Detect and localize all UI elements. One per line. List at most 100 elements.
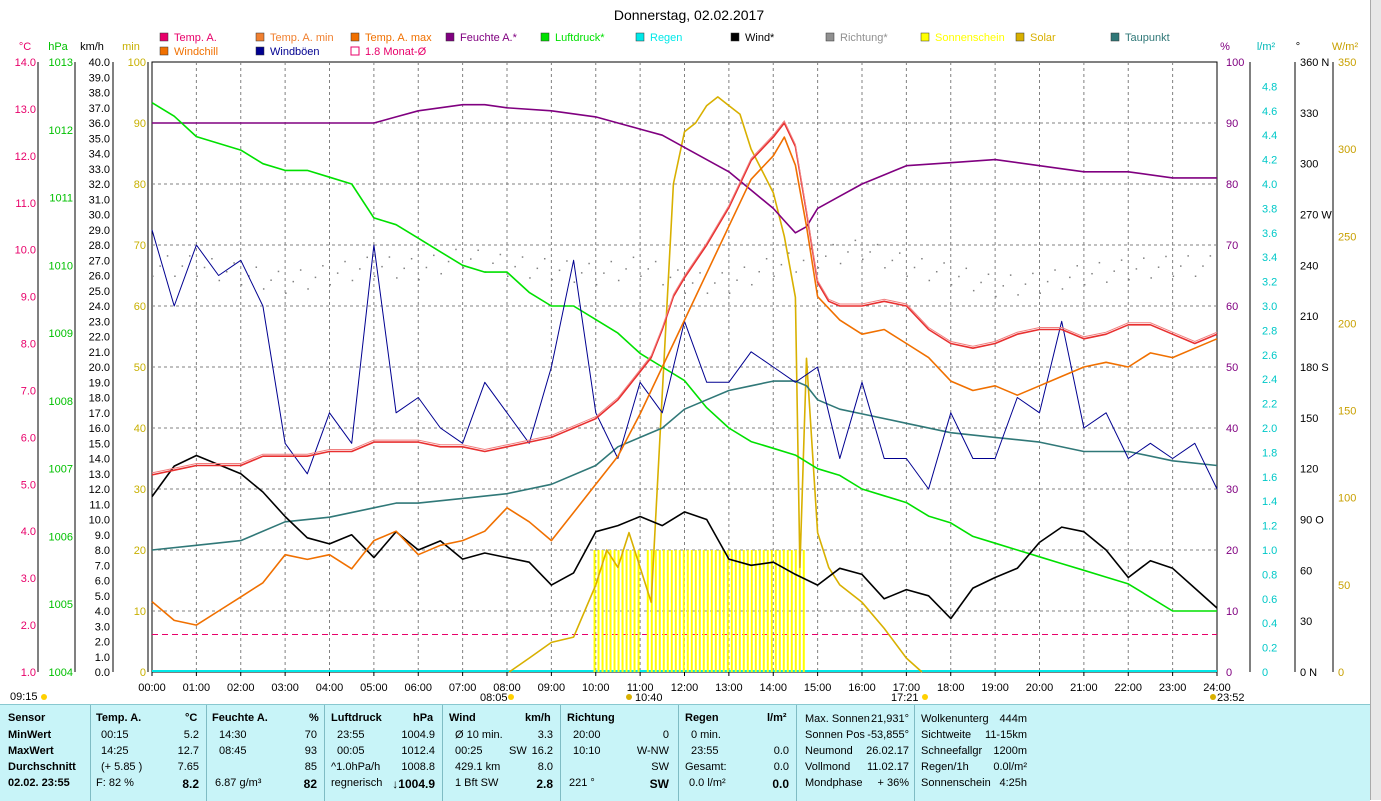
direction-point [795, 271, 797, 273]
direction-point [728, 292, 731, 294]
direction-point [669, 276, 672, 279]
direction-point [765, 257, 768, 260]
legend-label: Regen [650, 32, 682, 44]
direction-point [677, 269, 679, 271]
legend-label: Solar [1030, 32, 1056, 44]
sunshine-bar [734, 550, 737, 672]
direction-point [1009, 274, 1012, 276]
wind-axis-tick: 1.0 [95, 652, 110, 664]
direction-point [1194, 275, 1197, 277]
direction-row1-time: 20:00 [573, 729, 601, 741]
solar-axis-tick: 250 [1338, 231, 1356, 243]
legend-label: Temp. A. [174, 32, 217, 44]
humidity-axis-tick: 50 [1226, 362, 1238, 374]
wind-axis-tick: 8.0 [95, 545, 110, 557]
sunshine-bar [770, 550, 773, 672]
rain-axis-tick: 2.6 [1262, 350, 1277, 362]
direction-axis-tick: 180 S [1300, 362, 1329, 374]
astro-column: Max. Sonnen 21,931° Sonnen Pos -53,855° … [796, 705, 915, 801]
rain-axis-tick: 3.0 [1262, 301, 1277, 313]
temp-column: Temp. A. °C 00:15 5.2 14:25 12.7 (+ 5.85… [90, 705, 207, 801]
wind-axis-tick: 15.0 [89, 438, 110, 450]
rain-unit: l/m² [767, 712, 787, 724]
direction-point [351, 279, 354, 282]
temp-current-note: F: 82 % [96, 777, 134, 789]
direction-point [218, 279, 221, 282]
wind-axis-tick: 28.0 [89, 240, 110, 252]
astro-value-4: 11.02.17 [866, 761, 909, 773]
extra-value-1: 444m [999, 713, 1027, 725]
pressure-axis-tick: 1011 [49, 193, 73, 205]
astro-value-5: + 36% [877, 777, 910, 789]
sunset-time: 17:21 [891, 692, 919, 704]
sunshine-bar [702, 550, 705, 672]
direction-point [751, 283, 753, 286]
direction-point [447, 260, 450, 263]
direction-point [455, 248, 457, 251]
legend-swatch [159, 32, 169, 42]
x-tick-label: 07:00 [449, 682, 477, 694]
temp-axis-tick: 13.0 [15, 104, 36, 116]
astro-label-1: Max. Sonnen [805, 713, 870, 725]
sunshine-bar [746, 550, 749, 672]
direction-point [499, 253, 502, 256]
legend-swatch [1015, 32, 1025, 42]
wind-unit: km/h [525, 712, 551, 724]
temp-axis-tick: 8.0 [21, 339, 36, 351]
sun-axis-tick: 0 [140, 667, 146, 679]
rain-axis-tick: 1.0 [1262, 545, 1277, 557]
direction-point [802, 259, 805, 262]
sunrise-time: 08:05 [480, 692, 508, 704]
astro-label-2: Sonnen Pos [805, 729, 865, 741]
wind-axis-tick: 39.0 [89, 72, 110, 84]
pressure-axis: 1004 1005 1006 1007 1008 1009 1010 1011 1012 1013 [49, 57, 73, 679]
pressure-axis-tick: 1007 [49, 464, 73, 476]
wind-axis-tick: 20.0 [89, 362, 110, 374]
temp-axis-tick: 1.0 [21, 667, 36, 679]
series-line [151, 380, 1218, 551]
direction-point [1172, 275, 1175, 277]
sunshine-bar [710, 550, 713, 672]
temp-axis-tick: 4.0 [21, 526, 36, 538]
sunshine-bar [625, 550, 628, 672]
sun-axis-tick: 50 [134, 362, 146, 374]
direction-axis: 0 N 30 60 90 O 120 150 180 S 210 240 270 W 300 330 3… [1300, 57, 1332, 679]
direction-point [780, 263, 783, 266]
rain-axis-tick: 4.0 [1262, 179, 1277, 191]
x-tick-label: 11:00 [627, 682, 654, 694]
series-luftdruck [151, 102, 1217, 612]
direction-point [536, 267, 539, 270]
temp-axis-tick: 2.0 [21, 620, 36, 632]
x-tick-label: 00:00 [138, 682, 166, 694]
sunshine-bar [794, 550, 797, 672]
rain-axis-tick: 4.4 [1262, 130, 1277, 142]
wind-axis-tick: 18.0 [89, 393, 110, 405]
sunshine-bar [742, 550, 745, 672]
moonrise-time: 10:40 [635, 692, 663, 704]
humidity-min-time: 14:30 [219, 729, 247, 741]
direction-point [862, 258, 864, 261]
series-line [151, 136, 1218, 626]
direction-point [913, 266, 916, 269]
x-tick-label: 17:00 [893, 682, 921, 694]
humidity-axis-tick: 40 [1226, 423, 1238, 435]
rain-axis-tick: 3.6 [1262, 228, 1277, 240]
legend-swatch [445, 32, 455, 42]
astro-value-2: -53,855° [867, 729, 909, 741]
direction-point [773, 275, 775, 277]
sunshine-bar [754, 550, 757, 672]
sunshine-bar [650, 550, 653, 672]
direction-point [654, 260, 657, 263]
direction-point [950, 283, 953, 286]
direction-point [410, 257, 413, 260]
direction-point [617, 279, 620, 282]
wind-axis-tick: 24.0 [89, 301, 110, 313]
direction-point [152, 275, 154, 277]
rain-axis: 0 0.2 0.4 0.6 0.8 1.0 1.2 1.4 1.6 1.8 2.0 2.2 2.4 2.6… [1262, 81, 1277, 679]
rain-duration: 0 min. [691, 729, 721, 741]
x-tick-label: 03:00 [271, 682, 299, 694]
row-label-avg: Durchschnitt [8, 761, 76, 773]
direction-point [603, 272, 605, 274]
solar-axis-tick: 0 [1338, 667, 1344, 679]
direction-axis-tick: 210 [1300, 311, 1318, 323]
